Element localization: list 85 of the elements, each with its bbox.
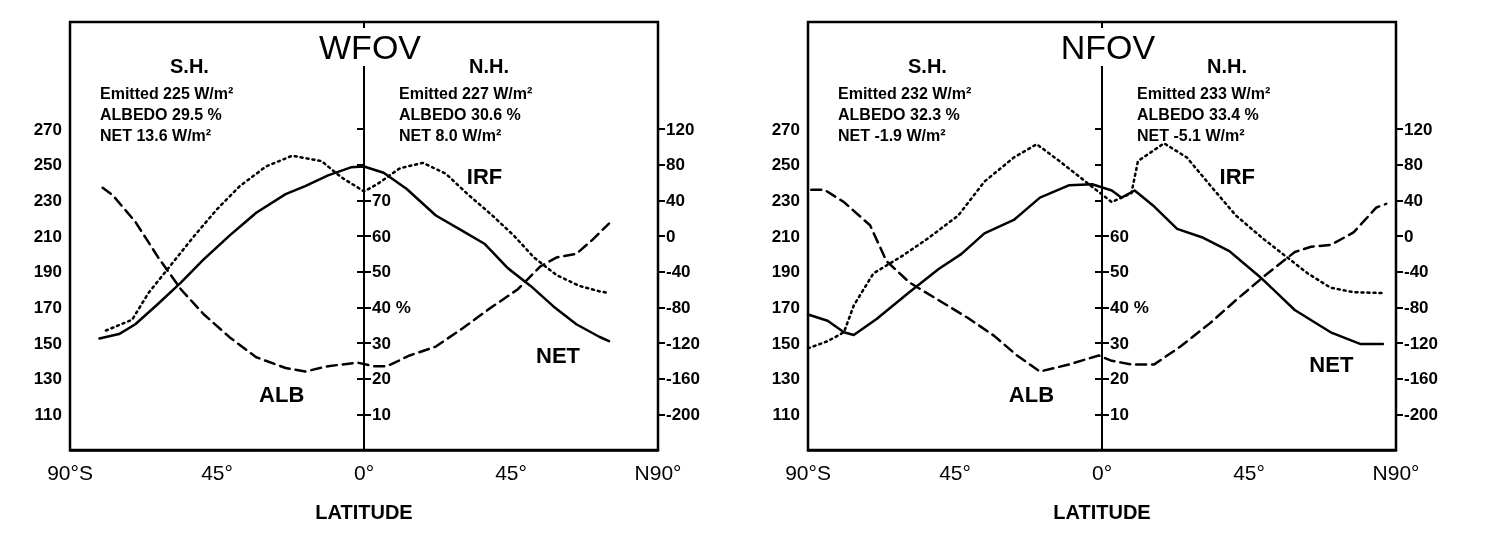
annotation: NET 13.6 W/m² [100, 126, 212, 144]
y-tick-label: 110 [772, 404, 800, 424]
y2-tick-label: -40 [1404, 262, 1429, 282]
y-tick-label: 130 [771, 369, 800, 389]
annotation: N.H. [469, 55, 509, 77]
y-tick-label: 150 [771, 333, 800, 353]
y-tick-label: 190 [33, 262, 62, 282]
annotation: ALBEDO 32.3 % [838, 105, 960, 123]
y3-tick-label: 70 [372, 190, 391, 210]
y-tick-label: 230 [33, 190, 62, 210]
y3-tick-label: 60 [372, 226, 391, 246]
y2-tick-label: 0 [1404, 226, 1414, 246]
y-tick-label: 230 [771, 190, 800, 210]
y3-tick-label: 10 [1110, 404, 1129, 424]
annotation: ALBEDO 29.5 % [100, 105, 222, 123]
y3-tick-label: 50 [1110, 262, 1129, 282]
x-tick-label: N90° [1372, 461, 1420, 484]
y2-tick-label: 80 [666, 155, 685, 175]
chart-title: WFOV [319, 28, 422, 66]
y2-tick-label: 120 [1404, 119, 1433, 139]
y2-tick-label: -40 [666, 262, 691, 282]
y2-tick-label: 120 [666, 119, 695, 139]
y3-tick-label: 60 [1110, 226, 1129, 246]
x-tick-label: 0° [1091, 461, 1113, 484]
y3-tick-label: 30 [372, 333, 391, 353]
x-tick-label: 90°S [47, 461, 93, 484]
y2-tick-label: -200 [666, 404, 701, 424]
series-label: NET [536, 343, 581, 369]
y2-tick-label: -160 [1404, 369, 1439, 389]
y-tick-label: 270 [771, 119, 800, 139]
y2-tick-label: 0 [666, 226, 676, 246]
annotation: S.H. [170, 55, 209, 77]
series-label: IRF [466, 163, 503, 189]
annotation: ALBEDO 30.6 % [399, 105, 521, 123]
series-label: ALB [1008, 381, 1055, 407]
y2-tick-label: -160 [666, 369, 701, 389]
x-axis-title: LATITUDE [315, 501, 413, 523]
y-tick-label: 190 [771, 262, 800, 282]
x-axis-title: LATITUDE [1053, 501, 1151, 523]
y-tick-label: 210 [771, 226, 800, 246]
x-tick-label: 45° [1233, 461, 1265, 484]
y-tick-label: 170 [771, 297, 800, 317]
y2-tick-label: -200 [1404, 404, 1439, 424]
y-tick-label: 110 [34, 404, 62, 424]
x-tick-label: N90° [634, 461, 682, 484]
x-tick-label: 90°S [785, 461, 831, 484]
series-label: ALB [259, 381, 305, 407]
y3-tick-label: 20 [372, 369, 391, 389]
y2-tick-label: -120 [1404, 333, 1439, 353]
annotation: Emitted 232 W/m² [838, 84, 972, 102]
annotation: N.H. [1207, 55, 1247, 77]
y-tick-label: 210 [33, 226, 62, 246]
y3-tick-label: 40 % [372, 297, 411, 317]
annotation: S.H. [908, 55, 947, 77]
annotation: NET 8.0 W/m² [399, 126, 502, 144]
y-tick-label: 170 [33, 297, 62, 317]
y-tick-label: 250 [771, 155, 800, 175]
series-label: NET [1309, 351, 1354, 377]
y2-tick-label: -80 [1404, 297, 1429, 317]
y-tick-label: 270 [33, 119, 62, 139]
y2-tick-label: 40 [1404, 190, 1423, 210]
y3-tick-label: 40 % [1110, 297, 1149, 317]
y-tick-label: 250 [33, 155, 62, 175]
y2-tick-label: 40 [666, 190, 685, 210]
y-tick-label: 150 [33, 333, 62, 353]
y2-tick-label: -80 [666, 297, 691, 317]
y2-tick-label: 80 [1404, 155, 1423, 175]
x-tick-label: 45° [939, 461, 971, 484]
x-tick-label: 45° [495, 461, 527, 484]
y-tick-label: 130 [33, 369, 62, 389]
series-label: IRF [1219, 163, 1255, 189]
chart-title: NFOV [1060, 28, 1156, 66]
y3-tick-label: 10 [372, 404, 391, 424]
x-tick-label: 0° [353, 461, 375, 484]
annotation: Emitted 227 W/m² [399, 84, 533, 102]
y3-tick-label: 20 [1110, 369, 1129, 389]
annotation: NET -5.1 W/m² [1137, 126, 1245, 144]
annotation: Emitted 225 W/m² [100, 84, 234, 102]
annotation: Emitted 233 W/m² [1137, 84, 1271, 102]
x-tick-label: 45° [201, 461, 233, 484]
annotation: ALBEDO 33.4 % [1137, 105, 1259, 123]
annotation: NET -1.9 W/m² [838, 126, 946, 144]
y3-tick-label: 50 [372, 262, 391, 282]
y3-tick-label: 30 [1110, 333, 1129, 353]
y2-tick-label: -120 [666, 333, 701, 353]
